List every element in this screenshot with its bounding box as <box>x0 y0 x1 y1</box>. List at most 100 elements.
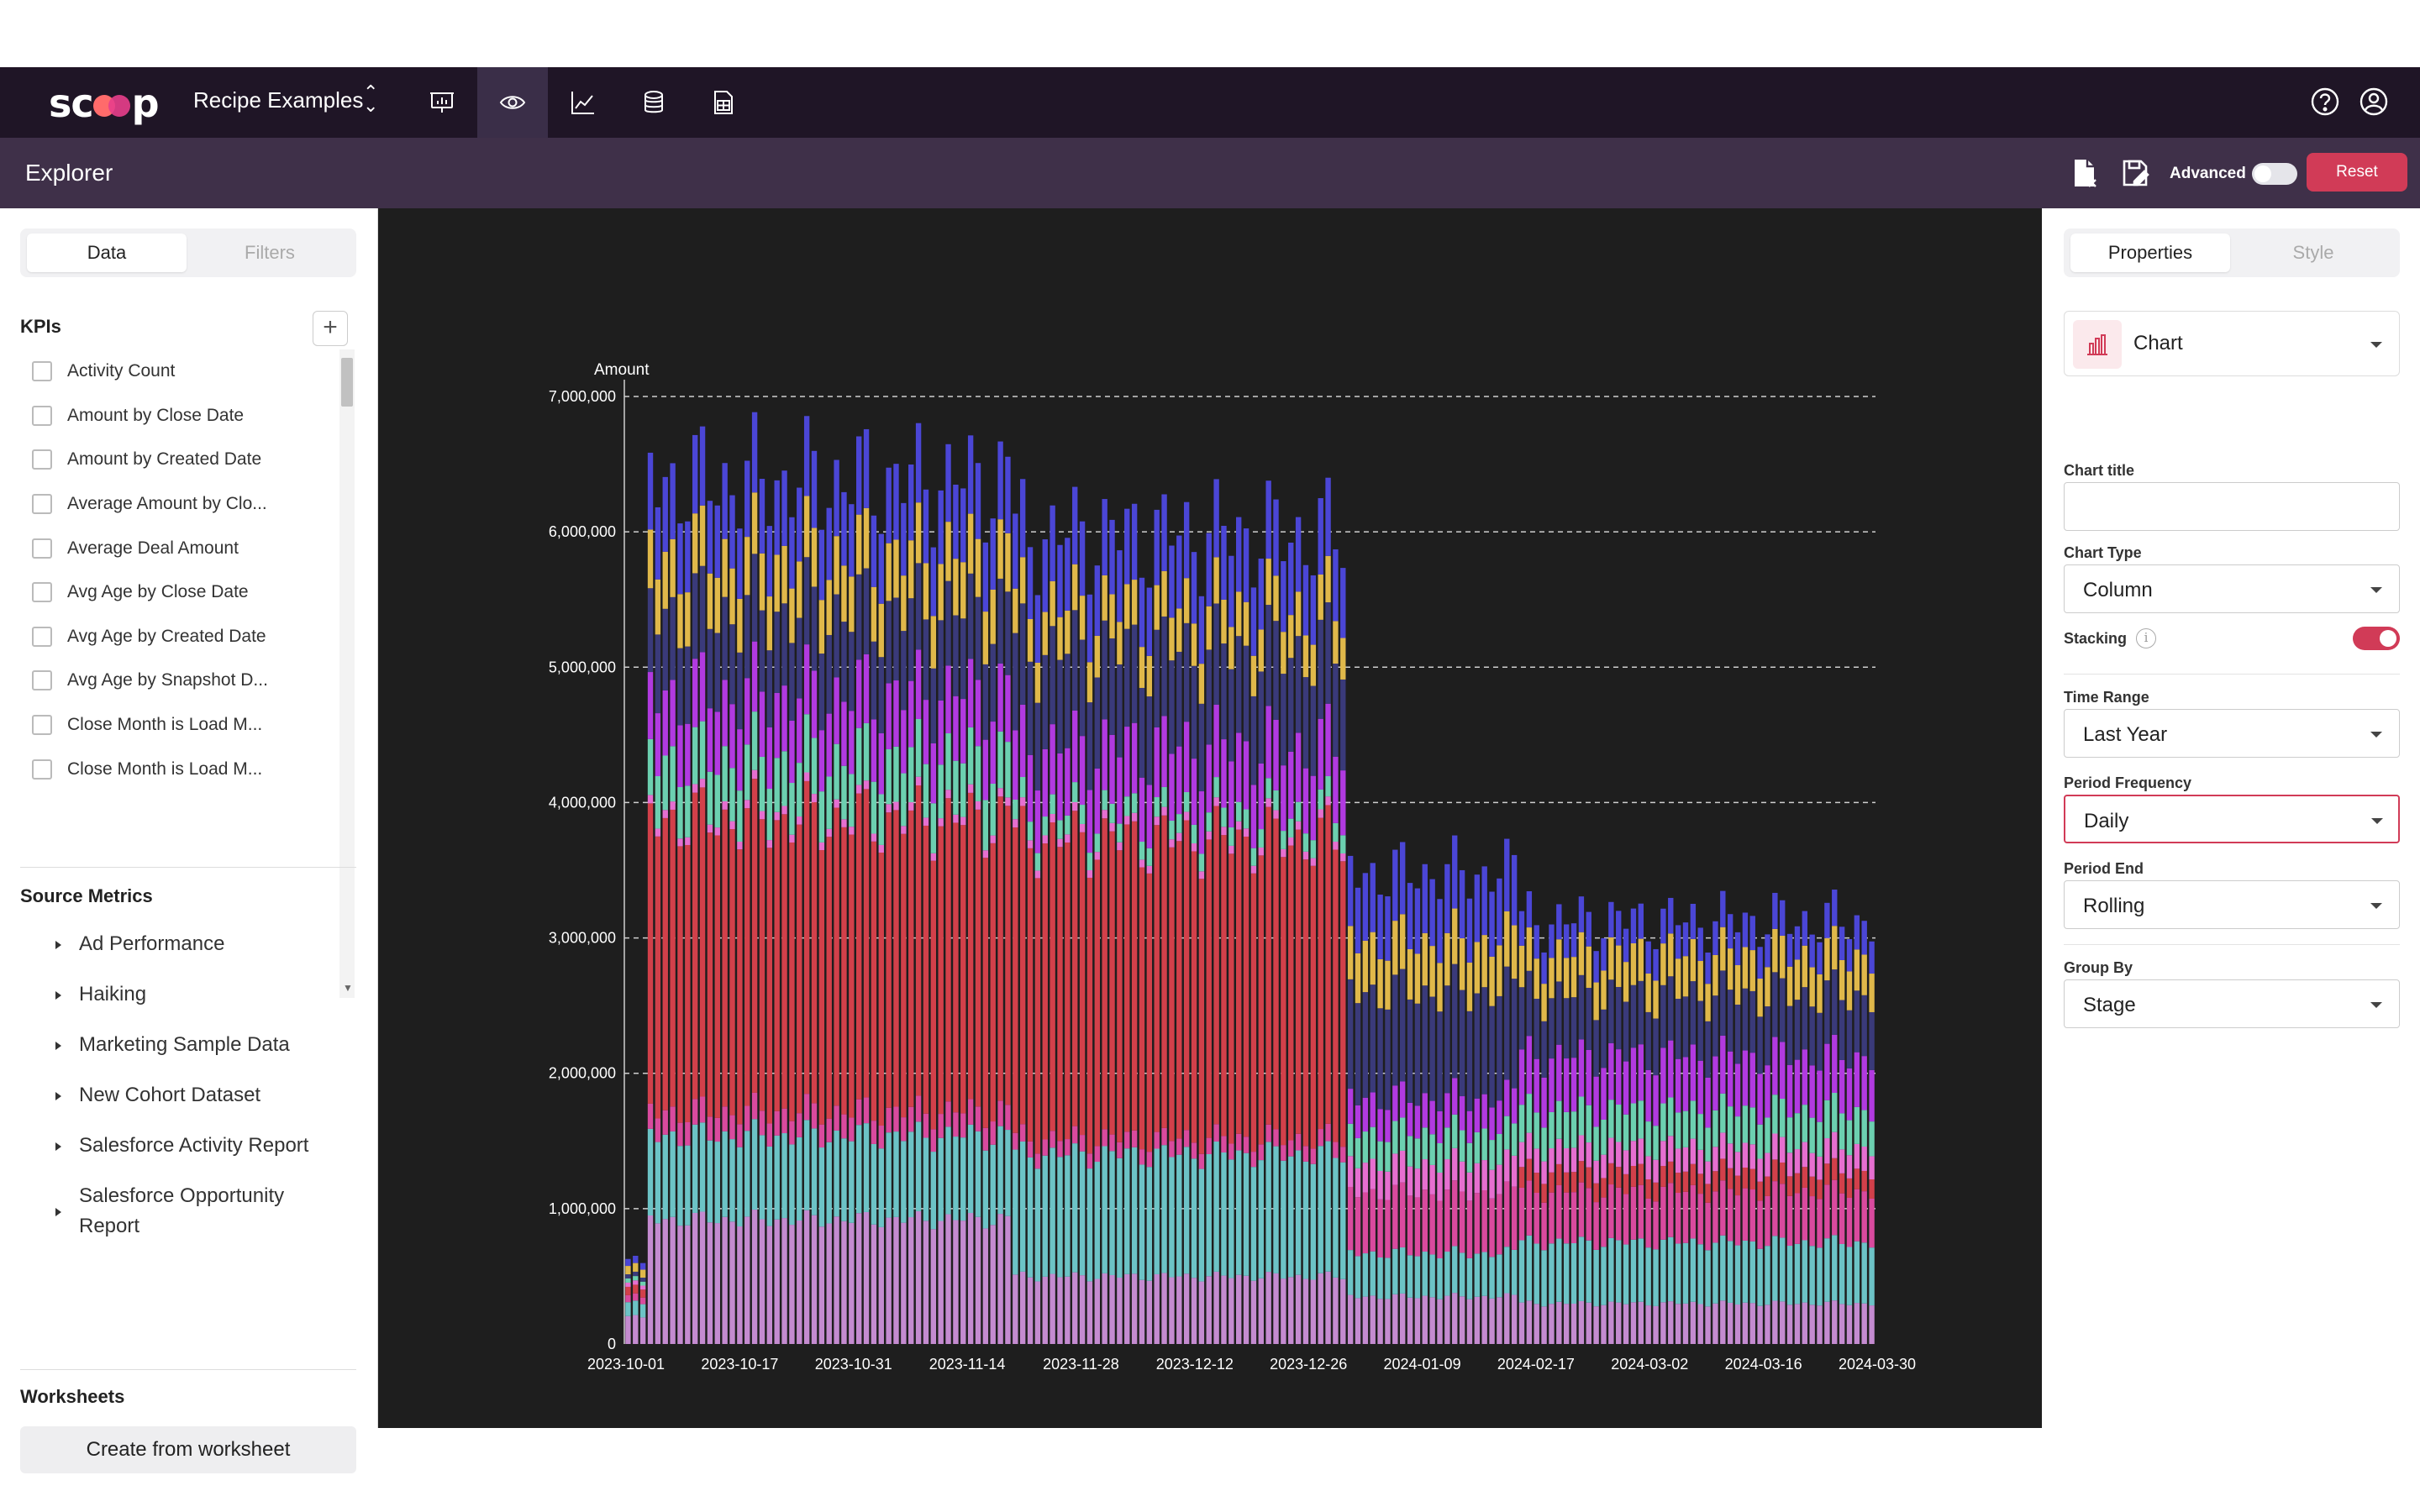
chart-type-select[interactable]: Column <box>2064 564 2400 613</box>
bar-segment <box>1310 685 1317 776</box>
line-chart-icon[interactable] <box>548 67 618 138</box>
divider <box>20 1369 356 1370</box>
bar-segment <box>1117 757 1123 824</box>
tab-filters[interactable]: Filters <box>245 242 295 263</box>
save-edit-icon[interactable] <box>2119 156 2151 190</box>
source-metric-item[interactable]: Marketing Sample Data <box>55 1030 358 1060</box>
kpi-item[interactable]: Avg Age by Created Date <box>20 615 339 659</box>
info-icon[interactable]: i <box>2136 628 2156 648</box>
create-from-worksheet-button[interactable]: Create from worksheet <box>20 1426 356 1473</box>
source-metric-item[interactable]: Haiking <box>55 979 358 1010</box>
add-kpi-button[interactable]: + <box>313 311 348 346</box>
bar-segment <box>1221 827 1227 836</box>
kpi-item[interactable]: Avg Age by Close Date <box>20 570 339 615</box>
checkbox[interactable] <box>32 538 52 559</box>
checkbox[interactable] <box>32 405 52 426</box>
checkbox[interactable] <box>32 670 52 691</box>
x-tick-label: 2023-11-14 <box>929 1356 1006 1373</box>
user-account-icon[interactable] <box>2358 86 2390 118</box>
group-by-select[interactable]: Stage <box>2064 979 2400 1028</box>
scrollbar-thumb[interactable] <box>341 358 353 407</box>
help-icon[interactable] <box>2309 86 2341 118</box>
bar-segment <box>1504 911 1510 967</box>
kpi-item[interactable]: Amount by Close Date <box>20 394 339 438</box>
bar-segment <box>1839 1113 1845 1150</box>
stacked-column-chart[interactable]: Amount01,000,0002,000,0003,000,0004,000,… <box>378 208 2042 1428</box>
eye-icon[interactable] <box>477 67 548 138</box>
scroll-down-icon[interactable]: ▼ <box>343 982 353 994</box>
bar-segment <box>1608 979 1614 1043</box>
bar-segment <box>1228 1143 1234 1160</box>
export-document-icon[interactable] <box>2069 156 2101 190</box>
bar-segment <box>915 1210 922 1344</box>
kpi-item[interactable]: Average Deal Amount <box>20 526 339 570</box>
tab-properties[interactable]: Properties <box>2070 234 2230 272</box>
kpi-scrollbar[interactable]: ▼ <box>339 349 355 998</box>
source-metric-item[interactable]: New Cohort Dataset <box>55 1080 358 1110</box>
checkbox[interactable] <box>32 361 52 382</box>
bar-segment <box>1265 480 1271 559</box>
checkbox[interactable] <box>32 449 52 470</box>
source-metric-item[interactable]: Salesforce Opportunity Report <box>55 1181 308 1242</box>
bar-segment <box>1377 1299 1383 1344</box>
time-range-select[interactable]: Last Year <box>2064 709 2400 758</box>
kpi-item[interactable]: Average Amount by Clo... <box>20 482 339 527</box>
database-icon[interactable] <box>618 67 689 138</box>
bar-segment <box>982 1228 989 1344</box>
checkbox[interactable] <box>32 626 52 647</box>
source-metric-item[interactable]: Ad Performance <box>55 929 358 959</box>
bar-segment <box>1817 974 1823 1013</box>
bar-segment <box>1832 1300 1838 1344</box>
scoop-logo[interactable]: sc p <box>49 81 160 126</box>
bar-segment <box>938 564 944 621</box>
checkbox[interactable] <box>32 759 52 780</box>
bar-segment <box>1578 1039 1585 1097</box>
reset-button[interactable]: Reset <box>2307 153 2407 192</box>
bar-segment <box>1355 1003 1361 1105</box>
bar-segment <box>915 563 922 650</box>
source-metric-item[interactable]: Salesforce Activity Report <box>55 1131 358 1161</box>
visualization-selector[interactable]: Chart <box>2064 311 2400 376</box>
bar-segment <box>781 1133 787 1219</box>
sheet-icon[interactable] <box>687 67 758 138</box>
tab-style[interactable]: Style <box>2292 242 2334 263</box>
checkbox[interactable] <box>32 582 52 603</box>
bar-segment <box>1616 1142 1622 1168</box>
bar-segment <box>1191 1142 1197 1159</box>
bar-segment <box>1757 947 1763 979</box>
bar-segment <box>1869 941 1875 974</box>
bar-segment <box>1198 1281 1205 1344</box>
checkbox[interactable] <box>32 494 52 515</box>
bar-segment <box>1236 1150 1242 1275</box>
kpi-item[interactable]: Amount by Created Date <box>20 438 339 482</box>
chart-title-input[interactable] <box>2064 482 2400 531</box>
kpi-item[interactable]: Avg Age by Snapshot D... <box>20 659 339 703</box>
period-end-select[interactable]: Rolling <box>2064 880 2400 929</box>
bar-segment <box>945 522 951 581</box>
bar-segment <box>849 711 855 774</box>
bar-segment <box>1385 1009 1391 1110</box>
workspace-selector[interactable]: Recipe Examples <box>193 87 364 113</box>
kpi-item[interactable]: Close Month is Load M... <box>20 703 339 748</box>
stacking-toggle[interactable] <box>2353 627 2400 650</box>
kpi-item[interactable]: Activity Count <box>20 349 339 394</box>
bar-segment <box>1481 935 1487 988</box>
bar-segment <box>714 577 720 633</box>
kpi-item[interactable]: Close Month is Load M... <box>20 747 339 791</box>
presentation-icon[interactable] <box>407 67 477 138</box>
bar-segment <box>1786 1176 1793 1196</box>
bar-segment <box>1601 970 1607 1010</box>
tab-data[interactable]: Data <box>27 234 187 272</box>
bar-segment <box>1377 1008 1383 1110</box>
bar-segment <box>997 796 1003 1101</box>
bar-segment <box>1794 1113 1801 1150</box>
bar-segment <box>1072 486 1078 564</box>
bar-segment <box>841 819 847 827</box>
workspace-chevron-icon[interactable]: ⌃ ⌄ <box>363 81 379 116</box>
advanced-toggle[interactable] <box>2252 163 2297 185</box>
checkbox[interactable] <box>32 715 52 736</box>
bar-segment <box>1124 796 1130 816</box>
period-frequency-select[interactable]: Daily <box>2064 795 2400 843</box>
bar-segment <box>1057 1277 1063 1344</box>
bar-segment <box>1422 1127 1428 1160</box>
